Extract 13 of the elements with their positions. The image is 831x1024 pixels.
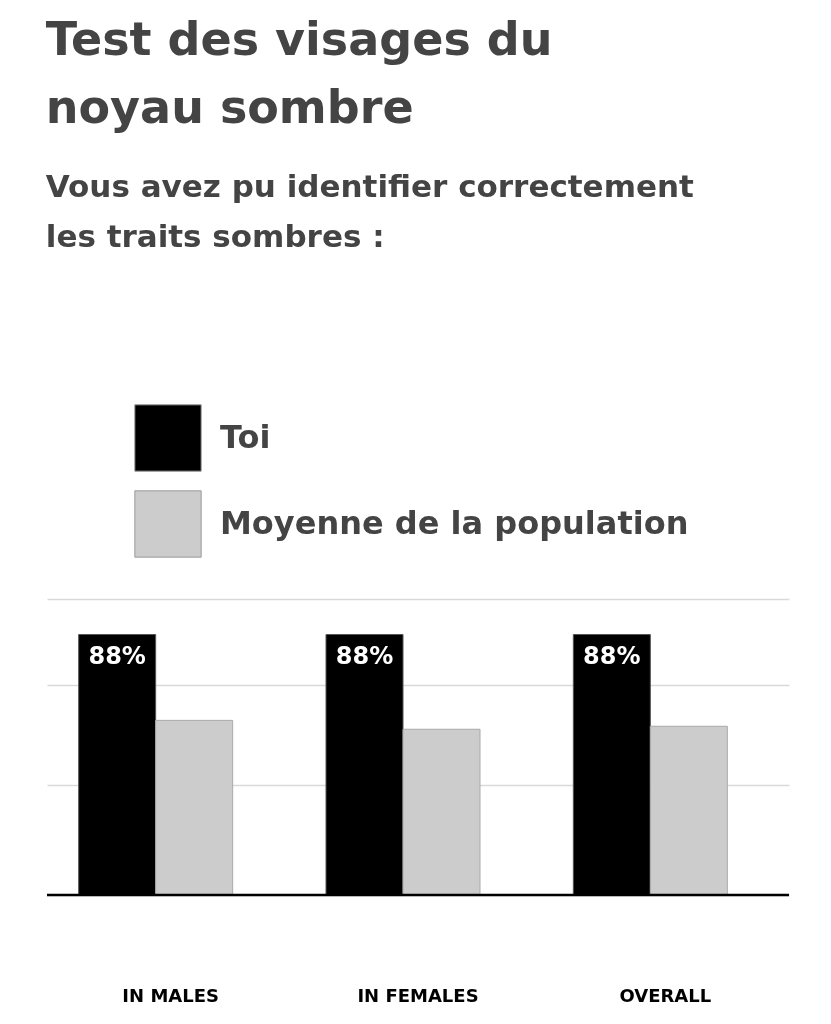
bar — [402, 728, 481, 896]
data-label: 88% — [583, 641, 641, 670]
legend-label: Toi — [220, 418, 271, 456]
x-tick-label: IN MALES — [122, 984, 219, 1006]
bar — [155, 719, 234, 896]
bar — [649, 725, 728, 896]
legend-label: Moyenne de la population — [220, 504, 689, 542]
x-tick-label: IN FEMALES — [357, 984, 479, 1006]
data-label: 88% — [88, 641, 146, 670]
data-label: 88% — [335, 641, 394, 670]
x-tick-label: OVERALL — [619, 984, 712, 1006]
chart-title: Test des visages du noyau sombre — [45, 12, 553, 134]
chart-subtitle: Vous avez pu identifier correctement les traits sombres : — [45, 168, 695, 254]
